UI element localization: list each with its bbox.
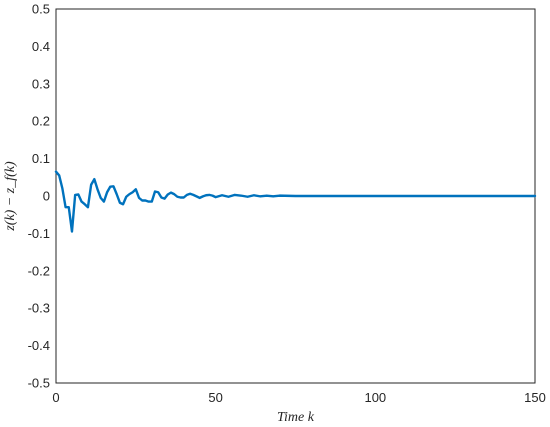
x-tick-label: 0 — [52, 390, 59, 405]
series-layer — [54, 170, 537, 233]
y-axis: -0.5 -0.4 -0.3 -0.2 -0.1 0 0.1 0.2 0.3 0.4 0.5 — [28, 2, 50, 391]
x-axis: 0 50 100 150 — [52, 390, 545, 405]
series-line — [54, 170, 537, 233]
y-axis-label: z(k) − z_f(k) — [3, 161, 18, 232]
y-tick-label: 0 — [43, 189, 50, 204]
y-tick-label: -0.2 — [28, 263, 50, 278]
y-tick-label: 0.4 — [32, 39, 50, 54]
x-tick-label: 100 — [364, 390, 386, 405]
y-tick-label: 0.1 — [32, 151, 50, 166]
y-tick-label: 0.3 — [32, 76, 50, 91]
x-tick-label: 50 — [208, 390, 222, 405]
y-tick-label: -0.1 — [28, 226, 50, 241]
y-tick-label: -0.4 — [28, 338, 50, 353]
y-tick-label: -0.3 — [28, 301, 50, 316]
x-axis-label: Time k — [277, 410, 315, 425]
x-tick-label: 150 — [524, 390, 546, 405]
y-tick-label: 0.5 — [32, 2, 50, 17]
y-tick-label: -0.5 — [28, 376, 50, 391]
y-tick-label: 0.2 — [32, 114, 50, 129]
